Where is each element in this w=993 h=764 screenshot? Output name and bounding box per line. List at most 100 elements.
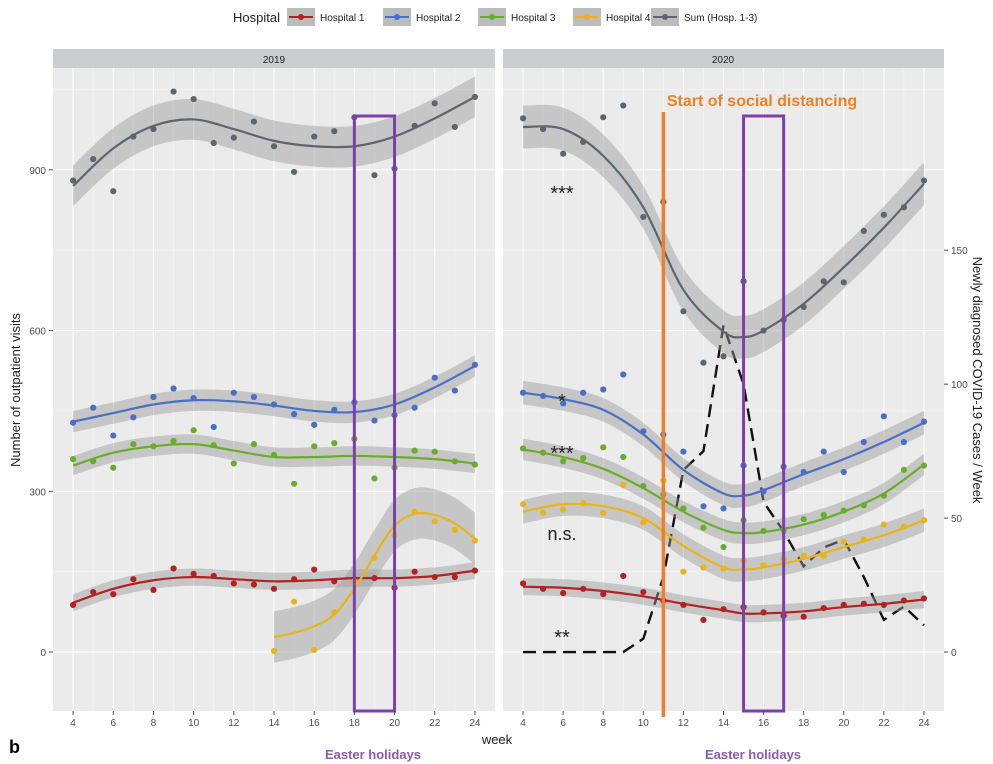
data-point bbox=[371, 554, 378, 561]
data-point bbox=[560, 400, 567, 407]
x-tick-label: 18 bbox=[349, 718, 361, 729]
data-point bbox=[451, 526, 458, 533]
data-point bbox=[290, 168, 298, 176]
data-point bbox=[920, 177, 928, 184]
data-point bbox=[560, 150, 567, 157]
data-point bbox=[580, 138, 587, 146]
data-point bbox=[600, 386, 607, 393]
social-distancing-label: Start of social distancing bbox=[667, 93, 857, 110]
y-tick-label: 600 bbox=[29, 327, 46, 338]
confidence-band bbox=[523, 380, 924, 509]
x-tick-label: 10 bbox=[188, 718, 200, 729]
data-point bbox=[69, 601, 77, 609]
data-point bbox=[471, 461, 479, 468]
data-point bbox=[110, 188, 117, 195]
significance-hospital-2: * bbox=[558, 391, 566, 413]
data-point bbox=[600, 509, 607, 516]
data-point bbox=[371, 475, 378, 482]
x-tick-label: 6 bbox=[110, 718, 116, 729]
x-tick-label: 4 bbox=[70, 718, 76, 729]
data-point bbox=[840, 279, 847, 286]
x-tick-label: 18 bbox=[798, 718, 810, 729]
x-tick-label: 24 bbox=[918, 718, 930, 729]
data-point bbox=[580, 454, 587, 462]
data-point bbox=[860, 600, 867, 607]
data-point bbox=[900, 523, 908, 530]
y-tick-label: 300 bbox=[29, 487, 46, 498]
data-point bbox=[411, 508, 418, 515]
data-point bbox=[880, 211, 887, 218]
smooth-line bbox=[522, 502, 925, 572]
significance-hospital-1: ** bbox=[554, 627, 570, 649]
data-point bbox=[90, 588, 97, 596]
strip-2019 bbox=[53, 49, 495, 68]
data-point bbox=[190, 570, 197, 577]
confidence-band bbox=[523, 104, 924, 359]
legend: Hospital Hospital 1 Hospital 2 Hospital 3 H… bbox=[233, 8, 757, 26]
data-point bbox=[880, 521, 887, 528]
data-point bbox=[130, 133, 137, 140]
data-point bbox=[110, 464, 117, 471]
smooth-line bbox=[522, 448, 925, 535]
data-point bbox=[900, 204, 908, 211]
x-tick-label: 22 bbox=[429, 718, 441, 729]
x-tick-label: 22 bbox=[878, 718, 890, 729]
data-point bbox=[560, 590, 567, 597]
data-point bbox=[539, 509, 547, 516]
data-point bbox=[720, 505, 727, 512]
data-point bbox=[471, 361, 479, 368]
y-axis-title: Number of outpatient visits bbox=[8, 313, 23, 467]
data-point bbox=[620, 371, 627, 378]
data-point bbox=[150, 393, 157, 401]
smooth-line bbox=[522, 391, 925, 498]
strip-label-2019: 2019 bbox=[263, 55, 286, 66]
legend-key-point bbox=[662, 14, 668, 20]
significance-hospital-3: *** bbox=[550, 443, 574, 465]
data-point bbox=[519, 445, 527, 452]
data-point bbox=[90, 458, 97, 465]
data-point bbox=[640, 519, 647, 526]
data-point bbox=[250, 118, 258, 125]
x-tick-label: 16 bbox=[758, 718, 770, 729]
data-point bbox=[580, 585, 587, 592]
data-point bbox=[820, 605, 827, 612]
data-point bbox=[760, 488, 767, 495]
data-point bbox=[270, 401, 278, 408]
data-point bbox=[840, 507, 847, 514]
data-point bbox=[920, 418, 928, 425]
data-point bbox=[700, 564, 707, 571]
data-point bbox=[880, 413, 887, 420]
x-tick-label: 16 bbox=[309, 718, 321, 729]
data-point bbox=[620, 481, 627, 488]
data-point bbox=[190, 427, 197, 434]
data-point bbox=[640, 428, 647, 435]
data-point bbox=[230, 460, 237, 467]
x-tick-label: 6 bbox=[560, 718, 566, 729]
smooth-line bbox=[72, 569, 476, 604]
y2-tick-label: 100 bbox=[951, 380, 968, 391]
data-point bbox=[920, 595, 928, 602]
data-point bbox=[311, 566, 318, 573]
smooth-line bbox=[522, 125, 925, 339]
data-point bbox=[130, 414, 137, 421]
data-point bbox=[210, 423, 217, 431]
covid-cases-line bbox=[523, 324, 925, 654]
data-point bbox=[110, 591, 117, 598]
data-point bbox=[250, 393, 258, 401]
data-point bbox=[371, 172, 378, 179]
y2-axis-title: Newly diagnosed COVID-19 Cases / Week bbox=[970, 257, 985, 504]
data-point bbox=[820, 511, 827, 518]
data-point bbox=[880, 601, 887, 609]
confidence-band bbox=[523, 492, 924, 582]
data-point bbox=[900, 466, 908, 473]
data-point bbox=[190, 95, 197, 103]
data-point bbox=[640, 482, 647, 490]
x-tick-label: 20 bbox=[838, 718, 850, 729]
y-tick-label: 900 bbox=[29, 166, 46, 177]
confidence-band bbox=[274, 487, 475, 663]
data-point bbox=[471, 537, 479, 544]
data-point bbox=[311, 421, 318, 428]
data-point bbox=[600, 114, 607, 121]
data-point bbox=[331, 406, 338, 413]
